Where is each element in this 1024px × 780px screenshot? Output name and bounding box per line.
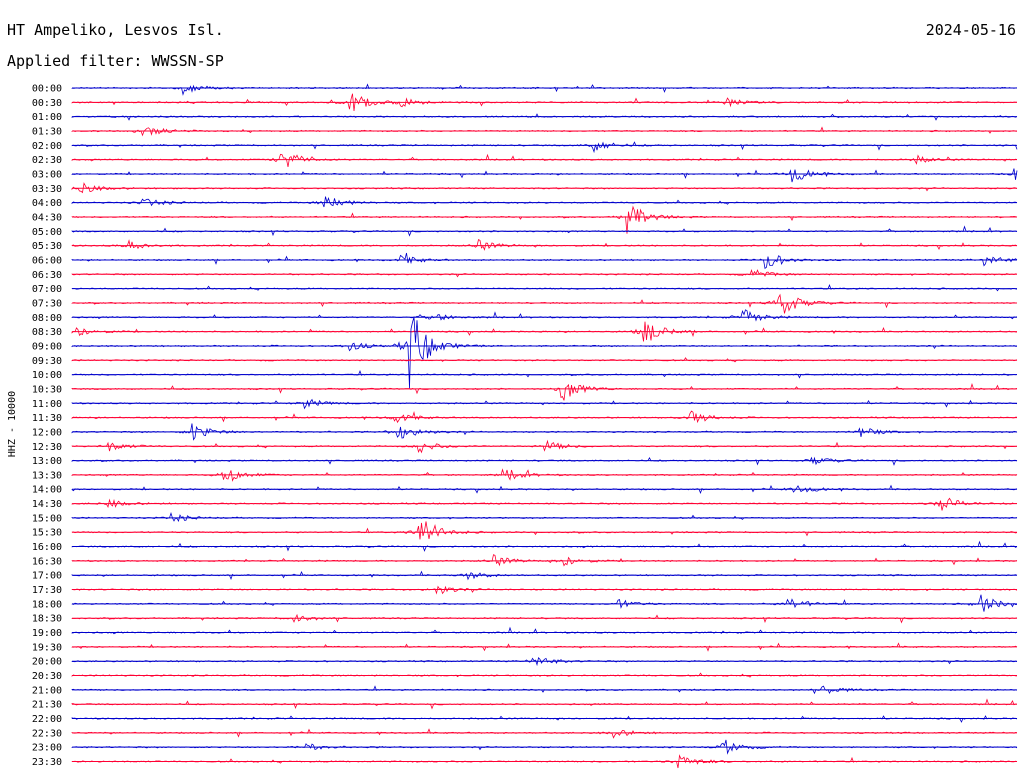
row-time-label: 00:00 <box>32 84 62 95</box>
trace-row-1100 <box>71 398 1018 410</box>
trace-row-1430 <box>71 497 1018 511</box>
row-time-label: 12:00 <box>32 427 62 438</box>
row-time-label: 22:30 <box>32 728 62 739</box>
trace-row-0400 <box>71 196 1018 208</box>
trace-row-1030 <box>71 383 1018 401</box>
row-time-label: 02:00 <box>32 141 62 152</box>
row-time-label: 23:00 <box>32 743 62 754</box>
row-time-label: 18:00 <box>32 599 62 610</box>
row-time-label: 12:30 <box>32 442 62 453</box>
row-time-label: 07:30 <box>32 298 62 309</box>
row-time-label: 04:00 <box>32 198 62 209</box>
row-time-label: 06:00 <box>32 255 62 266</box>
row-time-label: 05:00 <box>32 227 62 238</box>
row-time-label: 09:00 <box>32 341 62 352</box>
row-time-label: 08:00 <box>32 313 62 324</box>
trace-row-0730 <box>71 293 1018 314</box>
trace-row-2230 <box>71 728 1018 739</box>
trace-row-0230 <box>71 153 1018 167</box>
trace-row-1500 <box>71 511 1018 523</box>
row-time-label: 21:00 <box>32 685 62 696</box>
row-time-label: 16:30 <box>32 556 62 567</box>
row-time-label: 08:30 <box>32 327 62 338</box>
row-time-label: 21:30 <box>32 700 62 711</box>
trace-row-2300 <box>71 739 1018 755</box>
trace-row-1800 <box>71 594 1018 612</box>
trace-row-1630 <box>71 554 1018 567</box>
row-time-label: 00:30 <box>32 98 62 109</box>
row-time-label: 01:30 <box>32 126 62 137</box>
row-time-label: 01:00 <box>32 112 62 123</box>
row-time-label: 05:30 <box>32 241 62 252</box>
row-time-label: 22:00 <box>32 714 62 725</box>
row-time-label: 14:00 <box>32 485 62 496</box>
row-time-label: 18:30 <box>32 614 62 625</box>
row-time-label: 04:30 <box>32 212 62 223</box>
row-time-label: 15:30 <box>32 528 62 539</box>
row-time-label: 13:30 <box>32 470 62 481</box>
trace-row-0600 <box>71 252 1018 270</box>
trace-row-1130 <box>71 410 1017 424</box>
row-time-label: 20:00 <box>32 657 62 668</box>
row-time-label: 14:30 <box>32 499 62 510</box>
trace-row-0900 <box>71 316 1018 389</box>
row-time-label: 11:30 <box>32 413 62 424</box>
row-time-label: 02:30 <box>32 155 62 166</box>
row-time-label: 19:00 <box>32 628 62 639</box>
trace-row-0300 <box>71 168 1018 183</box>
row-time-label: 10:30 <box>32 384 62 395</box>
row-time-label: 16:00 <box>32 542 62 553</box>
row-time-label: 07:00 <box>32 284 62 295</box>
row-time-label: 17:00 <box>32 571 62 582</box>
row-time-label: 11:00 <box>32 399 62 410</box>
row-time-label: 03:30 <box>32 184 62 195</box>
row-time-label: 19:30 <box>32 642 62 653</box>
row-time-label: 09:30 <box>32 356 62 367</box>
trace-row-0700 <box>71 283 1018 292</box>
row-time-label: 15:00 <box>32 513 62 524</box>
trace-row-0000 <box>71 83 1018 96</box>
station-title: HT Ampeliko, Lesvos Isl. <box>7 21 224 39</box>
row-time-label: 20:30 <box>32 671 62 682</box>
row-time-label: 13:00 <box>32 456 62 467</box>
row-time-label: 23:30 <box>32 757 62 768</box>
y-axis-label: HHZ - 10000 <box>7 391 18 457</box>
trace-row-0800 <box>71 309 1018 322</box>
trace-row-0200 <box>71 141 1018 154</box>
row-time-label: 06:30 <box>32 270 62 281</box>
row-time-label: 10:00 <box>32 370 62 381</box>
row-time-label: 17:30 <box>32 585 62 596</box>
trace-row-0430 <box>71 205 1018 234</box>
trace-row-0630 <box>71 269 1018 278</box>
date-label: 2024-05-16 <box>925 21 1016 39</box>
trace-row-1300 <box>71 456 1018 466</box>
filter-label: Applied filter: WWSSN-SP <box>7 52 224 70</box>
trace-row-1530 <box>71 521 1018 540</box>
row-time-label: 03:00 <box>32 169 62 180</box>
trace-row-0530 <box>71 239 1018 251</box>
